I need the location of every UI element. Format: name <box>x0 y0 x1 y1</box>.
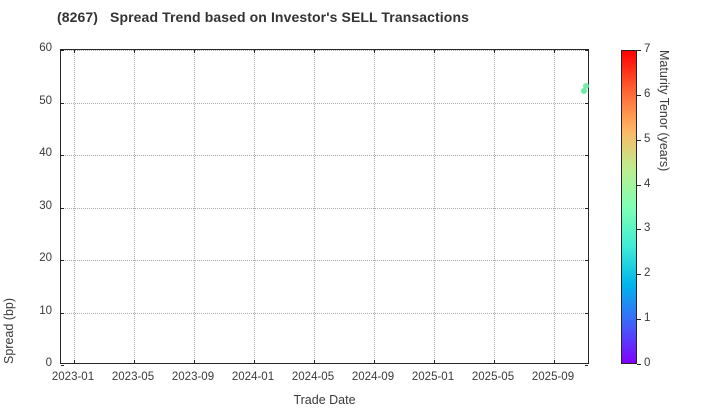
x-tickmark <box>434 360 435 363</box>
x-tick-label: 2025-01 <box>411 371 455 383</box>
y-axis-title: Spread (bp) <box>2 297 16 364</box>
chart-title: (8267) Spread Trend based on Investor's … <box>57 9 469 25</box>
colorbar-tick-label: 4 <box>644 177 651 190</box>
colorbar-tick-label: 2 <box>644 267 651 280</box>
y-gridline <box>61 260 588 261</box>
colorbar-tick-label: 3 <box>644 222 651 235</box>
colorbar-tick-label: 6 <box>644 87 651 100</box>
x-tickmark <box>494 50 495 53</box>
y-tick-label: 30 <box>39 199 52 212</box>
y-tick-label: 60 <box>39 42 52 54</box>
y-tickmark <box>61 207 64 209</box>
x-gridline <box>134 50 135 363</box>
x-tickmark <box>74 50 75 53</box>
y-tickmark <box>585 155 588 156</box>
x-tickmark <box>494 360 495 363</box>
colorbar-tickmark <box>637 229 641 231</box>
colorbar-tickmark <box>637 139 641 141</box>
x-tick-label: 2023-01 <box>51 371 95 383</box>
y-tickmark <box>585 260 588 261</box>
y-tickmark <box>61 312 64 314</box>
colorbar-tick-label: 7 <box>644 43 651 55</box>
y-tick-label: 10 <box>39 304 52 317</box>
x-tick-label: 2023-09 <box>171 371 215 383</box>
colorbar-tickmark <box>637 274 641 276</box>
x-tick-label: 2025-05 <box>471 371 515 383</box>
y-tickmark <box>61 50 64 51</box>
y-tick-label: 0 <box>45 357 52 369</box>
x-tickmark <box>254 50 255 53</box>
y-tickmark <box>61 365 64 366</box>
x-gridline <box>434 50 435 363</box>
x-tickmark <box>134 360 135 363</box>
scatter-point <box>581 88 587 95</box>
x-gridline <box>194 50 195 363</box>
x-tickmark <box>554 360 555 363</box>
x-tick-label: 2024-09 <box>351 371 395 383</box>
x-gridline <box>554 50 555 363</box>
colorbar-tickmark <box>637 364 641 365</box>
colorbar-tick-label: 5 <box>644 132 651 145</box>
y-tickmark <box>585 50 588 51</box>
colorbar-tickmark <box>637 94 641 96</box>
y-tick-label: 50 <box>39 94 52 107</box>
x-tickmark <box>254 360 255 363</box>
y-gridline <box>61 155 588 156</box>
x-tickmark <box>314 50 315 53</box>
y-tick-label: 20 <box>39 252 52 264</box>
colorbar-tick-label: 1 <box>644 312 651 325</box>
colorbar-tickmark <box>637 50 641 51</box>
y-tickmark <box>585 102 588 104</box>
x-gridline <box>254 50 255 363</box>
colorbar-tick-label: 0 <box>644 357 651 369</box>
x-tickmark <box>434 50 435 53</box>
x-tickmark <box>374 50 375 53</box>
y-tickmark <box>61 260 64 261</box>
x-tick-label: 2023-05 <box>111 371 155 383</box>
y-tickmark <box>585 365 588 366</box>
x-tick-label: 2024-01 <box>231 371 275 383</box>
x-axis-title: Trade Date <box>293 393 356 407</box>
y-tick-label: 40 <box>39 147 52 159</box>
colorbar-tickmark <box>637 319 641 321</box>
x-tickmark <box>374 360 375 363</box>
scatter-point <box>583 82 589 89</box>
y-gridline <box>61 312 588 314</box>
x-tickmark <box>134 50 135 53</box>
x-tickmark <box>74 360 75 363</box>
plot-area <box>60 49 589 366</box>
x-tickmark <box>194 360 195 363</box>
colorbar-title: Maturity Tenor (years) <box>657 50 671 172</box>
y-tickmark <box>61 155 64 156</box>
x-tickmark <box>314 360 315 363</box>
x-gridline <box>494 50 495 363</box>
colorbar-tickmark <box>637 184 641 186</box>
y-tickmark <box>585 312 588 314</box>
x-gridline <box>74 50 75 363</box>
x-tickmark <box>194 50 195 53</box>
y-gridline <box>61 102 588 104</box>
y-gridline <box>61 207 588 209</box>
x-gridline <box>374 50 375 363</box>
y-tickmark <box>585 207 588 209</box>
y-gridline <box>61 50 588 51</box>
x-gridline <box>314 50 315 363</box>
x-tick-label: 2024-05 <box>291 371 335 383</box>
x-tickmark <box>554 50 555 53</box>
colorbar-gradient <box>621 50 637 364</box>
x-tick-label: 2025-09 <box>531 371 575 383</box>
y-tickmark <box>61 102 64 104</box>
